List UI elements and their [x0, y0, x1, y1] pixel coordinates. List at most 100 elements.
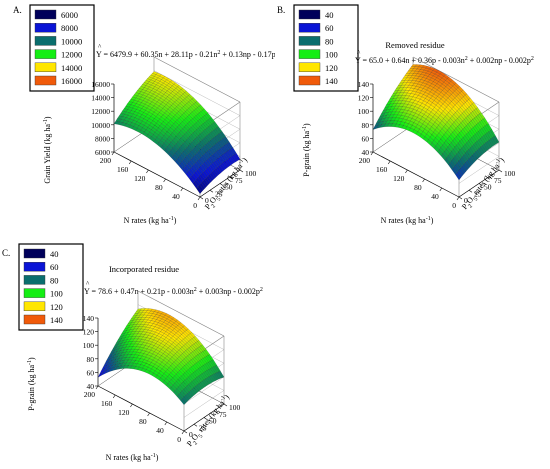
legend-swatch — [23, 262, 46, 272]
y-hat-accent: ^ — [357, 49, 361, 57]
n-tick-label: 200 — [84, 390, 96, 399]
p-tick-label: 0 — [189, 430, 193, 439]
z-tick-label: 40 — [362, 148, 370, 157]
panel-label: A. — [13, 5, 22, 15]
z-tick-label: 100 — [83, 341, 95, 350]
n-tick-label: 40 — [431, 192, 439, 201]
legend-label: 60 — [325, 23, 334, 33]
legend-swatch — [298, 36, 321, 46]
z-tick-label: 120 — [83, 328, 95, 337]
legend-label: 14000 — [61, 63, 82, 73]
n-tick-label: 160 — [376, 165, 388, 174]
regression-equation: Y = 78.6 + 0.47n + 0.21p - 0.003n2 + 0.0… — [84, 287, 263, 296]
n-tick-label: 80 — [155, 183, 163, 192]
panel-a: A. 6000 8000 10000 12000 14000 16000 Y = 6479.9… — [13, 4, 275, 225]
legend-label: 120 — [325, 63, 338, 73]
response-surface — [113, 71, 241, 194]
y-hat-accent: ^ — [86, 280, 90, 288]
legend-swatch — [34, 49, 57, 59]
p-tick-label: 100 — [229, 403, 241, 412]
legend: 40 60 80 100 120 140 — [293, 4, 359, 92]
panel-label: B. — [277, 5, 285, 15]
legend-swatch — [298, 75, 321, 86]
legend-swatch — [23, 301, 46, 312]
chart-title: Removed residue — [385, 40, 444, 50]
panel-b: B. 40 60 80 100 120 140 Removed residue Y = 65.0… — [277, 4, 534, 225]
p-tick-label: 100 — [245, 169, 257, 178]
n-tick-label: 120 — [134, 174, 146, 183]
n-tick-label: 40 — [156, 426, 164, 435]
n-axis-label: N rates (kg ha-1) — [124, 216, 177, 225]
p-tick-label: 50 — [484, 183, 492, 192]
z-tick-label: 100 — [358, 107, 370, 116]
n-tick-label: 0 — [177, 435, 181, 444]
y-hat-accent: ^ — [98, 43, 102, 51]
p-tick-label: 25 — [199, 423, 207, 432]
legend-swatch — [298, 9, 321, 20]
n-axis-label: N rates (kg ha-1) — [106, 453, 159, 462]
p-tick-label: 25 — [215, 189, 223, 198]
z-tick-label: 60 — [87, 368, 95, 377]
legend-swatch — [23, 248, 46, 259]
p-tick-label: 0 — [205, 196, 209, 205]
p-tick-label: 75 — [494, 176, 502, 185]
p-tick-label: 100 — [504, 169, 516, 178]
legend-swatch — [298, 49, 321, 59]
n-axis-label: N rates (kg ha-1) — [381, 216, 434, 225]
legend-label: 40 — [50, 249, 59, 259]
z-tick-label: 140 — [358, 80, 370, 89]
z-tick-label: 10000 — [91, 121, 110, 130]
p-tick-label: 75 — [235, 176, 243, 185]
n-tick-label: 0 — [452, 201, 456, 210]
p-tick-label: 50 — [209, 417, 217, 426]
legend-label: 6000 — [61, 10, 78, 20]
z-tick-label: 80 — [362, 121, 370, 130]
response-surface — [97, 308, 225, 405]
n-tick-label: 160 — [117, 165, 129, 174]
n-tick-label: 40 — [172, 192, 180, 201]
z-tick-label: 6000 — [95, 148, 110, 157]
legend-label: 40 — [325, 10, 334, 20]
z-axis-label: P-grain (kg ha-1) — [302, 123, 311, 177]
panel-c: C. 40 60 80 100 120 140 Incorporated residue Y =… — [2, 243, 263, 462]
z-tick-label: 140 — [83, 314, 95, 323]
legend-swatch — [34, 62, 57, 72]
regression-equation: Y = 65.0 + 0.64n + 0.36p - 0.003n2 + 0.0… — [355, 56, 534, 65]
legend-swatch — [23, 288, 46, 298]
legend-label: 100 — [50, 289, 63, 299]
legend-swatch — [34, 75, 57, 86]
p-axis-label: P2O5 rates (kg ha-1) — [185, 393, 234, 450]
n-tick-label: 160 — [101, 399, 113, 408]
legend: 6000 8000 10000 12000 14000 16000 — [29, 4, 95, 92]
chart-title: Incorporated residue — [109, 264, 179, 274]
regression-equation: Y = 6479.9 + 60.35n + 28.11p - 0.21n2 + … — [96, 50, 275, 59]
z-tick-label: 8000 — [95, 134, 110, 143]
legend-label: 12000 — [61, 50, 82, 60]
legend-label: 80 — [50, 275, 59, 285]
legend-label: 140 — [50, 315, 63, 325]
n-tick-label: 200 — [359, 156, 371, 165]
response-surface — [372, 64, 500, 181]
legend-label: 80 — [325, 36, 334, 46]
p-tick-label: 25 — [474, 189, 482, 198]
z-tick-label: 60 — [362, 134, 370, 143]
z-axis-label: Grain Yield (kg ha-1) — [43, 116, 52, 183]
legend-label: 10000 — [61, 36, 82, 46]
legend-label: 60 — [50, 262, 59, 272]
n-tick-label: 80 — [139, 417, 147, 426]
legend-label: 140 — [325, 76, 338, 86]
legend-swatch — [23, 314, 46, 325]
legend-swatch — [298, 23, 321, 33]
legend-label: 120 — [50, 302, 63, 312]
n-tick-label: 120 — [393, 174, 405, 183]
z-axis-label: P-grain (kg ha-1) — [27, 357, 36, 411]
p-tick-label: 75 — [219, 410, 227, 419]
legend-swatch — [23, 275, 46, 285]
z-tick-label: 16000 — [91, 80, 110, 89]
p-tick-label: 0 — [464, 196, 468, 205]
axis-ticks: 6000800010000120001400016000200160120804… — [91, 80, 256, 210]
legend-label: 100 — [325, 50, 338, 60]
panel-label: C. — [2, 248, 10, 258]
